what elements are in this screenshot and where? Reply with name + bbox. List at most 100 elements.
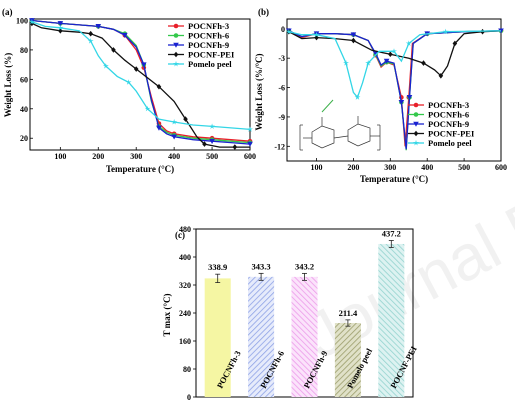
y-tick-label: 400 bbox=[179, 253, 191, 262]
data-point bbox=[354, 94, 361, 100]
legend-entry-pocnfh-6: POCNFh-6 bbox=[168, 31, 229, 41]
y-tick-label: 80 bbox=[183, 365, 191, 374]
legend-entry-pocnf-pei: POCNF-PEI bbox=[168, 50, 235, 60]
data-label: 343.2 bbox=[295, 261, 314, 271]
data-label: 338.9 bbox=[208, 262, 227, 272]
data-point bbox=[313, 31, 320, 38]
bar-rect bbox=[334, 323, 361, 397]
x-tick-label: 300 bbox=[384, 163, 396, 172]
data-point bbox=[406, 95, 413, 101]
x-tick-label: 600 bbox=[495, 163, 507, 172]
x-tick-label: 500 bbox=[206, 152, 218, 161]
panel-b-xlabel: Temperature (°C) bbox=[360, 174, 428, 184]
x-tick-label: 200 bbox=[92, 152, 104, 161]
legend-marker bbox=[413, 121, 419, 127]
data-point bbox=[452, 40, 458, 47]
data-point bbox=[171, 134, 177, 140]
panel-c-ylabel: T max (°C) bbox=[162, 294, 172, 337]
data-point bbox=[372, 50, 379, 57]
data-point bbox=[388, 51, 393, 58]
data-point bbox=[365, 59, 372, 66]
data-point bbox=[232, 144, 238, 150]
data-point bbox=[133, 66, 139, 72]
panel-a-legend: POCNFh-3POCNFh-6POCNFh-9POCNF-PEIPomelo … bbox=[168, 21, 235, 69]
legend-label: POCNFh-3 bbox=[428, 100, 469, 110]
data-point bbox=[57, 24, 64, 31]
data-point bbox=[125, 79, 132, 85]
legend-label: Pomelo peel bbox=[428, 138, 472, 148]
y-tick-label: -3 bbox=[278, 54, 285, 63]
bar-rect bbox=[248, 276, 275, 397]
data-point bbox=[202, 141, 207, 147]
legend-label: POCNFh-6 bbox=[428, 110, 469, 120]
data-point bbox=[28, 18, 35, 25]
data-point bbox=[247, 126, 253, 132]
panel-c-label: (c) bbox=[175, 230, 185, 240]
x-tick-label: 500 bbox=[458, 163, 470, 172]
x-tick-label: 100 bbox=[54, 152, 66, 161]
x-tick-label: 300 bbox=[130, 152, 142, 161]
y-tick-label: 20 bbox=[20, 134, 28, 143]
legend-label: Pomelo peel bbox=[188, 59, 232, 69]
series-pomelo-peel bbox=[285, 28, 502, 100]
data-point bbox=[398, 99, 405, 106]
data-point bbox=[87, 37, 94, 44]
x-tick-label: 200 bbox=[347, 163, 359, 172]
data-label: 343.3 bbox=[252, 261, 271, 271]
panel-a-ylabel: Weight Loss (%) bbox=[3, 53, 13, 118]
legend-entry-pomelo-peel: Pomelo peel bbox=[168, 59, 232, 69]
data-point bbox=[383, 58, 390, 64]
legend-marker bbox=[173, 33, 179, 38]
data-point bbox=[57, 21, 64, 27]
series-pocnfh-9 bbox=[286, 28, 504, 150]
legend-label: POCNFh-9 bbox=[428, 119, 469, 129]
legend-entry-pomelo-peel: Pomelo peel bbox=[408, 138, 472, 148]
data-point bbox=[405, 40, 412, 46]
data-point bbox=[421, 60, 426, 66]
legend-marker bbox=[413, 139, 419, 146]
legend-label: POCNFh-3 bbox=[188, 21, 229, 31]
data-point bbox=[122, 32, 128, 38]
y-tick-label: -9 bbox=[278, 113, 285, 122]
panel-b-ylabel: Weight Loss (%/°C) bbox=[254, 53, 264, 130]
legend-entry-pocnfh-9: POCNFh-9 bbox=[408, 119, 469, 129]
y-tick-label: 480 bbox=[179, 225, 191, 234]
data-point bbox=[351, 37, 356, 44]
panel-a-frame bbox=[29, 18, 251, 151]
series-line-pocnf-pei bbox=[31, 22, 250, 148]
legend-entry-pocnfh-3: POCNFh-3 bbox=[168, 21, 229, 31]
legend-label: POCNF-PEI bbox=[428, 129, 475, 139]
data-point bbox=[111, 47, 116, 53]
y-tick-label: -12 bbox=[274, 142, 285, 151]
data-point bbox=[144, 105, 151, 112]
data-point bbox=[140, 62, 147, 68]
series-line-pocnf-pei bbox=[288, 30, 502, 77]
legend-marker bbox=[173, 42, 179, 48]
y-tick-label: 160 bbox=[179, 337, 191, 346]
x-tick-label: 100 bbox=[311, 163, 323, 172]
x-tick-label: 400 bbox=[421, 163, 433, 172]
legend-entry-pocnfh-3: POCNFh-3 bbox=[408, 100, 469, 110]
legend-marker bbox=[413, 130, 419, 137]
legend-label: POCNF-PEI bbox=[188, 50, 235, 60]
panel-a-xlabel: Temperature (°C) bbox=[106, 164, 174, 174]
legend-entry-pocnfh-9: POCNFh-9 bbox=[168, 40, 229, 50]
legend-marker bbox=[413, 102, 419, 108]
y-tick-label: -6 bbox=[278, 84, 285, 93]
data-point bbox=[183, 116, 188, 122]
data-point bbox=[350, 32, 357, 38]
x-tick-label: 600 bbox=[244, 152, 256, 161]
data-point bbox=[102, 63, 109, 69]
legend-label: POCNFh-6 bbox=[188, 31, 229, 41]
legend-marker bbox=[173, 51, 179, 58]
data-label: 211.4 bbox=[339, 308, 358, 318]
data-point bbox=[209, 138, 215, 144]
legend-entry-pocnfh-6: POCNFh-6 bbox=[408, 110, 469, 120]
y-tick-label: 60 bbox=[20, 75, 28, 84]
data-point bbox=[343, 59, 349, 66]
chemical-structure-drawing bbox=[299, 99, 381, 151]
